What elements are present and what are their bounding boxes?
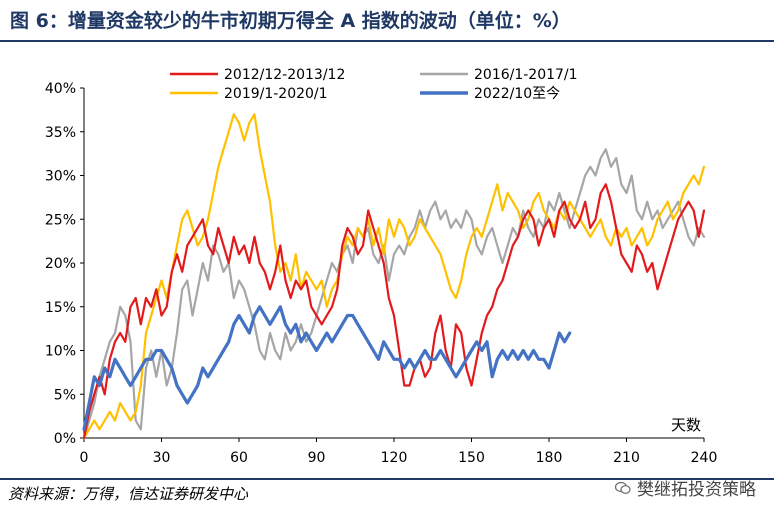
x-tick-label: 90 bbox=[308, 450, 326, 466]
wechat-icon bbox=[615, 481, 631, 494]
y-tick-label: 35% bbox=[45, 125, 76, 141]
series-line-4 bbox=[82, 305, 572, 431]
legend-label-1: 2012/12-2013/12 bbox=[224, 67, 345, 83]
legend: 2012/12-2013/12 2016/1-2017/1 2019/1-2020/… bbox=[170, 67, 578, 102]
y-tick-label: 10% bbox=[45, 344, 76, 360]
y-tick-label: 30% bbox=[45, 169, 76, 185]
series-line-1 bbox=[82, 183, 706, 440]
x-tick-label: 120 bbox=[381, 450, 408, 466]
x-tick-label: 240 bbox=[691, 450, 718, 466]
watermark-text: 樊继拓投资策略 bbox=[637, 480, 756, 500]
series-line-3 bbox=[82, 113, 706, 440]
y-tick-label: 0% bbox=[54, 431, 76, 447]
source-note: 资料来源：万得，信达证券研发中心 bbox=[8, 485, 249, 503]
legend-label-3: 2019/1-2020/1 bbox=[224, 86, 328, 102]
x-tick-label: 0 bbox=[80, 450, 89, 466]
source-rule bbox=[0, 478, 774, 480]
x-tick-label: 210 bbox=[613, 450, 640, 466]
x-axis-label: 天数 bbox=[671, 416, 701, 434]
series-line-2 bbox=[82, 148, 706, 440]
y-tick-label: 40% bbox=[45, 81, 76, 97]
x-tick-label: 30 bbox=[153, 450, 171, 466]
x-tick-label: 150 bbox=[458, 450, 485, 466]
y-tick-label: 15% bbox=[45, 300, 76, 316]
y-tick-label: 5% bbox=[54, 387, 76, 403]
title-rule bbox=[0, 40, 774, 42]
legend-label-4: 2022/10至今 bbox=[474, 86, 560, 102]
x-tick-label: 180 bbox=[536, 450, 563, 466]
series-layer bbox=[82, 113, 706, 440]
chart-title: 图 6：增量资金较少的牛市初期万得全 A 指数的波动（单位：%） bbox=[10, 10, 571, 32]
legend-label-2: 2016/1-2017/1 bbox=[474, 67, 578, 83]
y-tick-label: 25% bbox=[45, 212, 76, 228]
x-tick-label: 60 bbox=[230, 450, 248, 466]
y-tick-label: 20% bbox=[45, 256, 76, 272]
watermark: 樊继拓投资策略 bbox=[615, 475, 756, 500]
axes: 0% 5% 10% 15% 20% 25% 30% 35% 40% 0 30 60 90 120 150 18… bbox=[45, 81, 717, 466]
